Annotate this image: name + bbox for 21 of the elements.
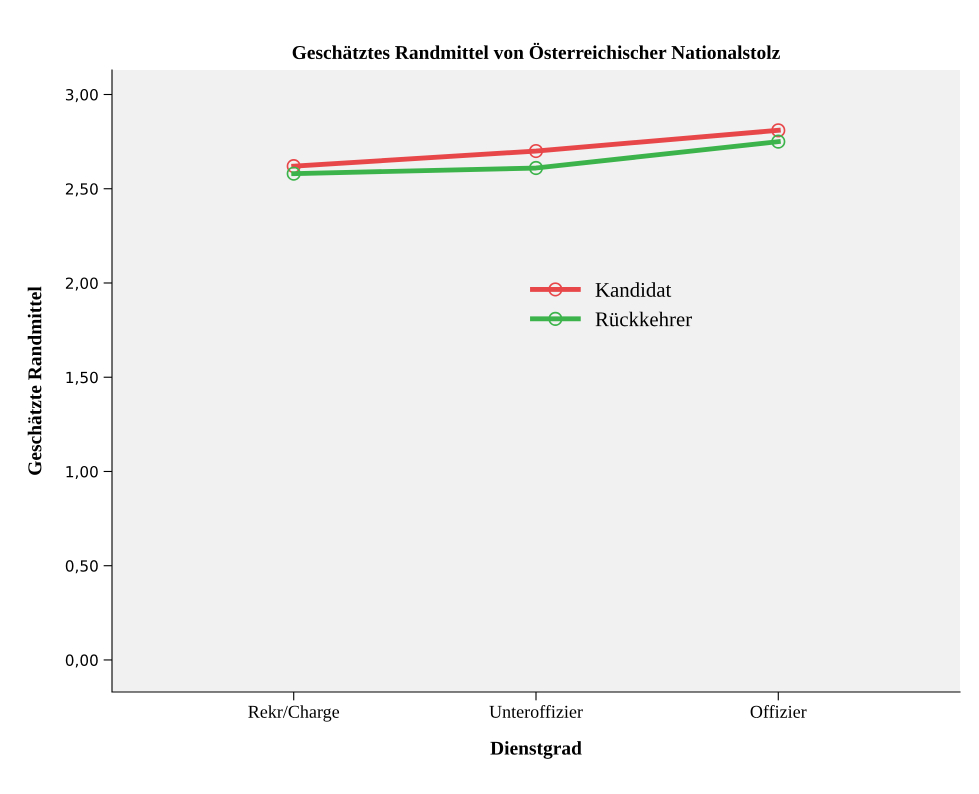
- point: [528, 160, 544, 176]
- y-tick-label: 0,50: [66, 560, 98, 574]
- legend-label: Kandidat: [596, 282, 672, 297]
- y-tick-label: 1,50: [66, 372, 98, 385]
- y-tick-label: 2,50: [66, 183, 98, 196]
- point: [528, 144, 544, 158]
- y-axis-title: Geschätzte Randmittel: [28, 286, 42, 475]
- point: [286, 159, 301, 174]
- x-axis-title: Dienstgrad: [490, 741, 582, 759]
- point: [771, 123, 786, 138]
- x-tick-label: Rekr/Charge: [248, 705, 340, 722]
- point: [771, 134, 786, 149]
- y-tick-label: 0,00: [66, 654, 98, 668]
- y-tick-label: 3,00: [66, 88, 98, 102]
- point: [286, 166, 301, 181]
- chart-title: Geschätztes Randmittel von Österreichischer Nationalstolz: [292, 42, 780, 60]
- x-tick-label: Unteroffizier: [489, 705, 583, 718]
- legend-label: Rückkehrer: [596, 312, 692, 326]
- y-tick-label: 2,00: [66, 277, 98, 291]
- x-tick-label: Offizier: [750, 705, 807, 718]
- y-tick-label: 1,00: [66, 466, 98, 480]
